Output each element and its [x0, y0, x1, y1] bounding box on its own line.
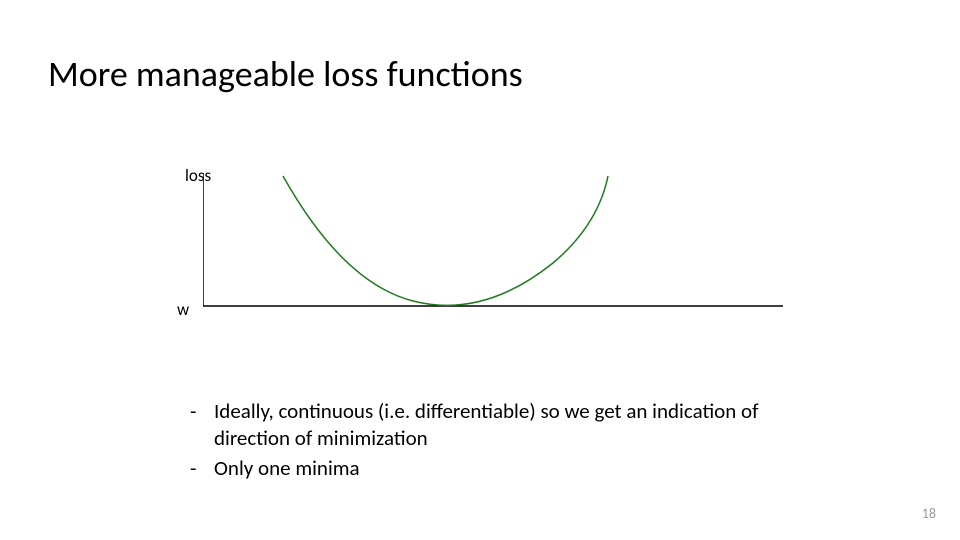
x-axis-label: w	[177, 299, 189, 320]
chart-svg	[203, 173, 783, 318]
bullet-item: - Only one minima	[190, 455, 830, 482]
loss-chart: loss w	[185, 165, 785, 325]
bullet-dash-icon: -	[190, 398, 214, 425]
page-number: 18	[922, 505, 936, 522]
bullet-item: - Ideally, continuous (i.e. differentiab…	[190, 398, 830, 453]
loss-curve	[283, 176, 608, 305]
bullet-dash-icon: -	[190, 455, 214, 482]
bullet-text: Only one minima	[214, 455, 830, 482]
bullet-list: - Ideally, continuous (i.e. differentiab…	[190, 398, 830, 484]
bullet-text: Ideally, continuous (i.e. differentiable…	[214, 398, 830, 453]
slide-title: More manageable loss functions	[48, 52, 523, 96]
